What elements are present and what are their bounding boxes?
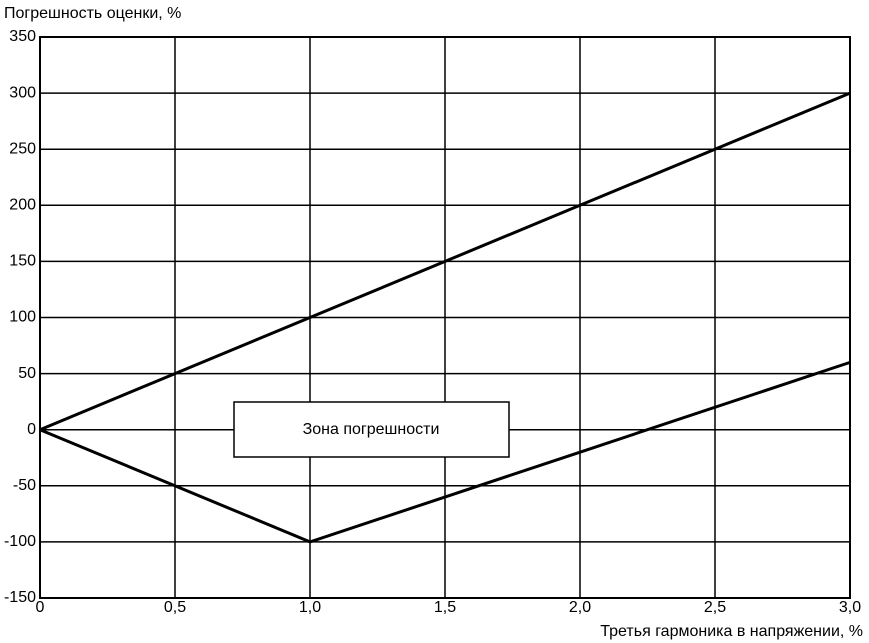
x-tick-label: 2,0 <box>569 599 591 616</box>
x-tick-label: 0,5 <box>164 599 186 616</box>
x-tick-label: 1,5 <box>434 599 456 616</box>
y-axis-label: Погрешность оценки, % <box>4 5 181 22</box>
y-tick-label: -100 <box>4 533 36 550</box>
y-tick-label: -50 <box>13 477 36 494</box>
x-tick-label: 1,0 <box>299 599 321 616</box>
y-tick-label: 0 <box>27 421 36 438</box>
y-tick-label: -150 <box>4 589 36 606</box>
x-tick-label: 2,5 <box>704 599 726 616</box>
y-tick-label: 150 <box>9 253 36 270</box>
y-tick-label: 50 <box>18 365 36 382</box>
annotation-box <box>233 401 510 458</box>
data-line <box>39 91 851 432</box>
x-tick-label: 0 <box>36 599 45 616</box>
y-tick-label: 300 <box>9 84 36 101</box>
plot-frame <box>39 36 851 599</box>
y-tick-label: 350 <box>9 28 36 45</box>
data-line <box>39 360 851 544</box>
y-tick-label: 100 <box>9 309 36 326</box>
y-tick-label: 200 <box>9 197 36 214</box>
x-axis-label: Третья гармоника в напряжении, % <box>600 623 863 640</box>
annotation: Зона погрешности <box>303 421 440 438</box>
y-tick-label: 250 <box>9 140 36 157</box>
x-tick-label: 3,0 <box>839 599 861 616</box>
